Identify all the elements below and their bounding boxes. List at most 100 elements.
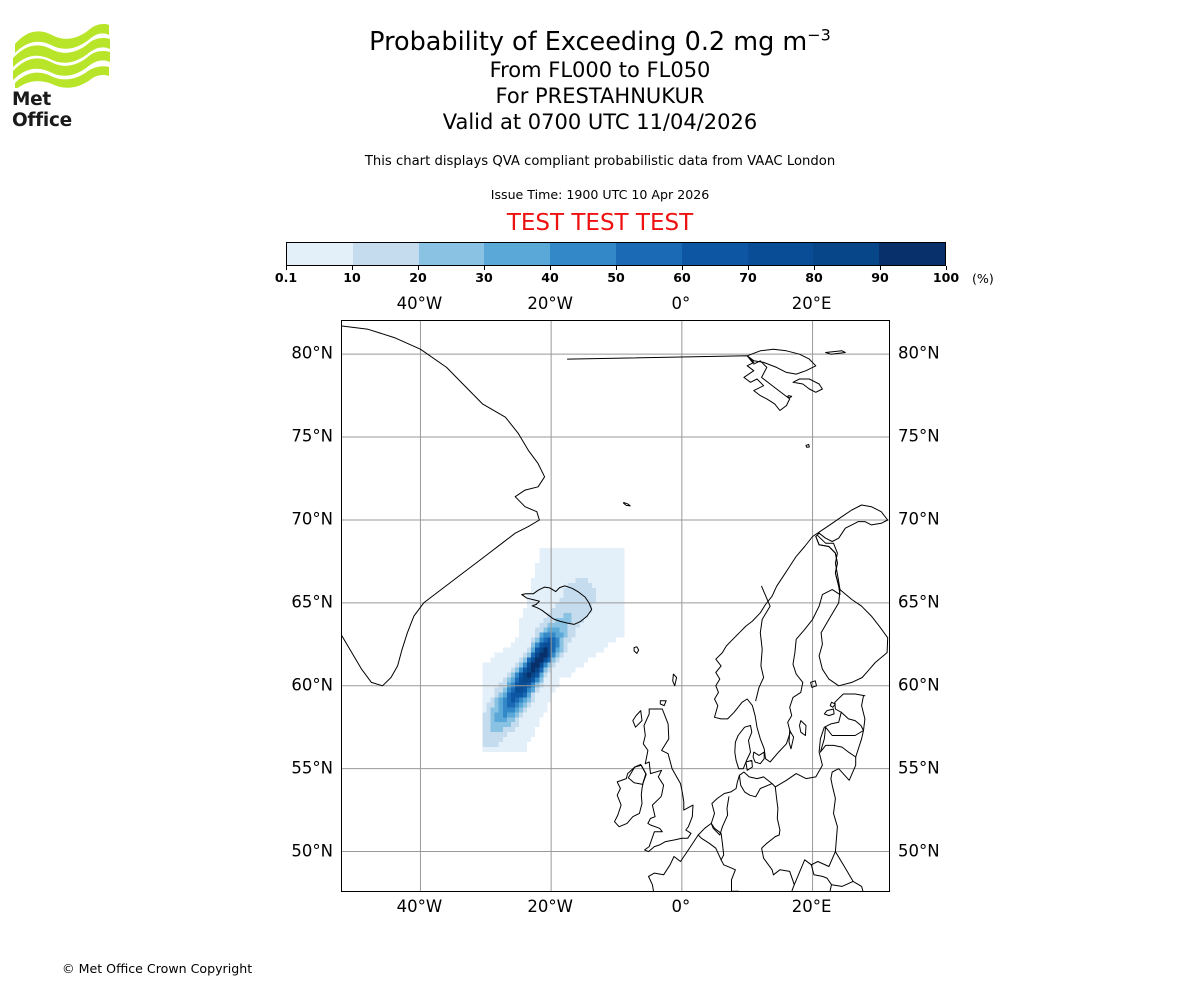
plume-cell (559, 558, 564, 564)
plume-cell (498, 667, 503, 673)
plume-cell (608, 632, 613, 638)
plume-cell (486, 742, 491, 748)
plume-cell (502, 702, 507, 708)
plume-cell (502, 692, 507, 698)
plume-cell (518, 732, 524, 738)
plume-cell (498, 727, 503, 733)
plume-cell (559, 662, 564, 668)
plume-cell (595, 627, 601, 633)
plume-cell (571, 558, 576, 564)
plume-cell (563, 577, 568, 583)
coastline-finland-gulf-bothnia (818, 602, 863, 687)
border-belgium-germany (710, 822, 725, 861)
plume-cell (587, 592, 592, 598)
latitude-label-left: 75°N (291, 426, 333, 446)
plume-cell (583, 577, 588, 583)
plume-cell (620, 612, 625, 618)
plume-cell (567, 597, 572, 603)
plume-cell (498, 687, 503, 693)
plume-cell (608, 573, 613, 578)
plume-cell (543, 622, 548, 628)
plume-cell (531, 592, 536, 598)
plume-cell (486, 737, 491, 743)
plume-cell (620, 607, 625, 613)
plume-cell (523, 612, 528, 618)
plume-cell (539, 592, 544, 598)
plume-cell (567, 582, 572, 588)
latitude-label-right: 70°N (898, 509, 940, 529)
plume-cell (571, 553, 576, 559)
plume-cell (539, 697, 544, 703)
plume-cell (612, 597, 617, 603)
plume-cell (551, 657, 556, 663)
plume-cell (506, 667, 511, 673)
plume-cell (616, 548, 621, 554)
plume-cell (482, 712, 487, 718)
plume-cell (555, 652, 560, 658)
plume-cell (535, 647, 540, 653)
plume-cell (539, 692, 544, 698)
plume-cell (591, 617, 596, 623)
plume-cell (527, 692, 532, 698)
plume-cell (543, 632, 548, 638)
plume-cell (587, 652, 592, 658)
plume-cell (604, 627, 609, 633)
latitude-label-left: 70°N (291, 509, 333, 529)
plume-cell (498, 662, 503, 668)
plume-cell (587, 647, 592, 653)
plume-cell (612, 577, 617, 583)
plume-cell (587, 553, 592, 559)
plume-cell (563, 632, 568, 638)
plume-cell (612, 617, 617, 623)
plume-cell (527, 652, 532, 658)
plume-cell (502, 652, 507, 658)
plume-cell (539, 548, 544, 554)
plume-cell (575, 577, 580, 583)
plume-cell (518, 692, 524, 698)
plume-cell (527, 647, 532, 653)
plume-cell (595, 548, 601, 554)
plume-cell (514, 717, 519, 723)
plume-cell (579, 622, 584, 628)
plume-cell (543, 597, 548, 603)
plume-cell (555, 682, 560, 688)
plume-cell (567, 563, 572, 569)
plume-cell (523, 687, 528, 693)
plume-cell (514, 662, 519, 668)
plume-cell (575, 592, 580, 598)
plume-cell (547, 682, 552, 688)
plume-cell (518, 677, 524, 683)
plume-cell (535, 652, 540, 658)
plume-cell (535, 607, 540, 613)
plume-cell (518, 622, 524, 628)
plume-cell (498, 677, 503, 683)
plume-cell (494, 727, 499, 733)
border-romania-moldova (831, 880, 864, 891)
plume-cell (604, 597, 609, 603)
plume-cell (583, 548, 588, 554)
plume-cell (527, 717, 532, 723)
colorbar-tick-label: 50 (607, 270, 625, 285)
plume-cell (527, 622, 532, 628)
plume-cell (486, 697, 491, 703)
plume-cell (551, 687, 556, 693)
plume-cell (514, 707, 519, 713)
plume-cell (571, 577, 576, 583)
plume-cell (486, 672, 491, 678)
plume-cell (527, 707, 532, 713)
plume-cell (547, 592, 552, 598)
plume-cell (571, 627, 576, 633)
plume-cell (612, 592, 617, 598)
plume-cell (595, 592, 601, 598)
plume-cell (498, 657, 503, 663)
plume-cell (595, 582, 601, 588)
plume-cell (506, 672, 511, 678)
plume-cell (571, 563, 576, 569)
colorbar-tick-mark (946, 266, 947, 270)
plume-cell (498, 707, 503, 713)
plume-cell (531, 632, 536, 638)
plume-cell (616, 563, 621, 569)
plume-cell (583, 657, 588, 663)
plume-cell (612, 627, 617, 633)
plume-cell (559, 548, 564, 554)
